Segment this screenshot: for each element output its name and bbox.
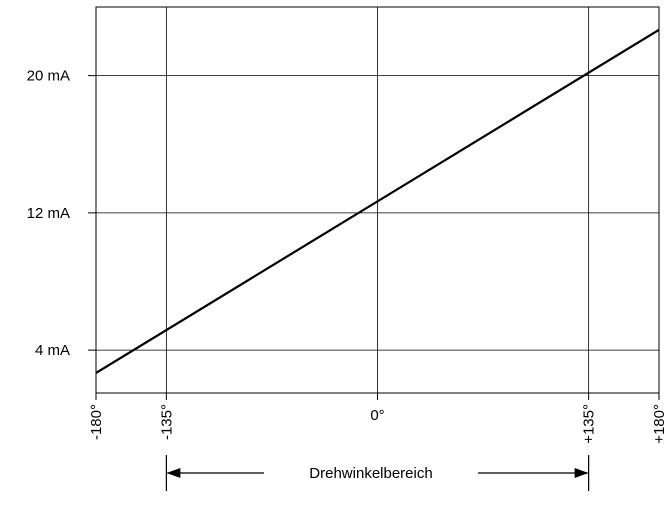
x-tick-label: 0° <box>370 407 384 424</box>
y-tick-label: 20 mA <box>27 68 70 85</box>
grid <box>96 7 659 393</box>
y-tick-label: 4 mA <box>35 342 70 359</box>
series <box>95 28 660 374</box>
series-line <box>95 28 660 374</box>
ticks: -180° -135° 0° +135° +180° 4 mA 12 mA 20 mA <box>27 68 667 444</box>
range-label: Drehwinkelbereich <box>309 465 432 482</box>
x-tick-label: +180° <box>651 404 667 444</box>
range-annotation: Drehwinkelbereich <box>165 455 590 491</box>
y-tick-label: 12 mA <box>27 205 70 222</box>
x-tick-label: -135° <box>158 404 175 440</box>
x-tick-label: +135° <box>581 404 598 444</box>
x-tick-label: -180° <box>88 404 105 440</box>
